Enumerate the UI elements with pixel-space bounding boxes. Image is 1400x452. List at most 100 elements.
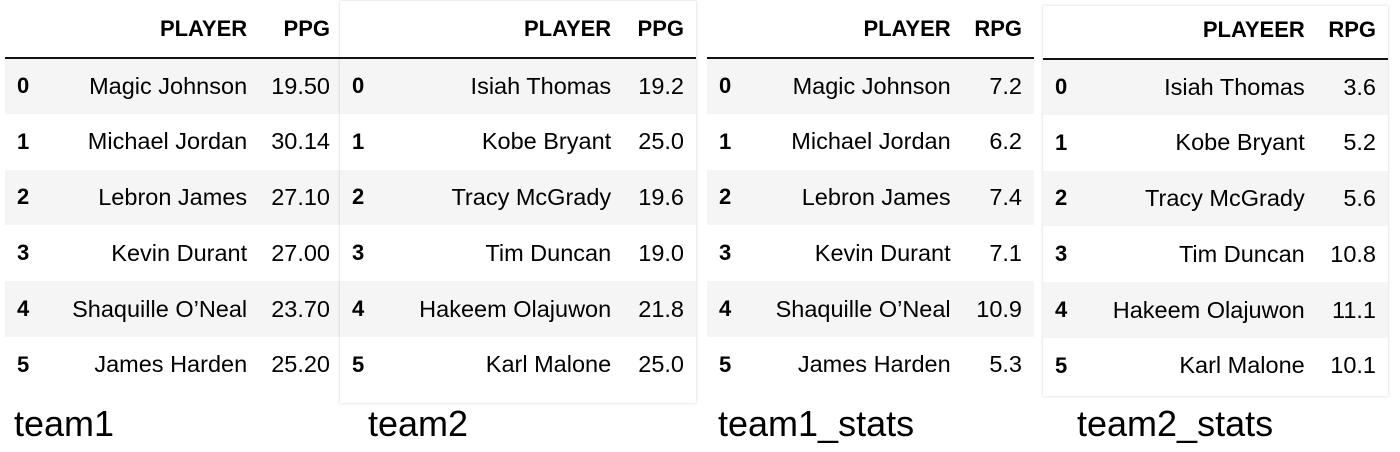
value-cell: 25.20	[271, 351, 330, 378]
row-index: 2	[1055, 185, 1068, 211]
table-header-row: PLAYER PPG	[340, 1, 696, 59]
dataframe-table-team2: PLAYER PPG 0 Isiah Thomas 19.2 1 Kobe Br…	[340, 1, 696, 393]
table-row: 2 Tracy McGrady 19.6	[340, 169, 696, 226]
player-cell: Lebron James	[801, 183, 951, 210]
row-index: 3	[719, 240, 732, 266]
row-index: 5	[17, 351, 30, 377]
player-cell: Lebron James	[98, 183, 248, 210]
table-header-row: PLAYER RPG	[707, 1, 1034, 59]
value-cell: 5.2	[1343, 129, 1376, 156]
value-cell: 19.2	[638, 72, 684, 99]
player-cell: Shaquille O’Neal	[72, 295, 248, 322]
player-cell: James Harden	[94, 351, 248, 378]
table-row: 2 Lebron James 27.10	[5, 169, 342, 226]
column-header-value: RPG	[1316, 2, 1388, 60]
value-cell: 30.14	[271, 128, 330, 155]
column-header-player: PLAYER	[753, 1, 963, 59]
row-index: 3	[17, 240, 30, 266]
row-index: 1	[17, 128, 30, 154]
player-cell: Magic Johnson	[89, 72, 248, 99]
player-cell: Hakeem Olajuwon	[1112, 296, 1305, 323]
table-caption-team1: team1	[14, 403, 115, 444]
column-header-value: PPG	[623, 1, 696, 59]
player-cell: Karl Malone	[1179, 352, 1305, 379]
dataframe-table-team2-stats: PLAYEER RPG 0 Isiah Thomas 3.6 1 Kobe Br…	[1043, 2, 1388, 394]
value-cell: 23.70	[271, 295, 330, 322]
row-index: 0	[1055, 74, 1068, 100]
table-panel-team2: PLAYER PPG 0 Isiah Thomas 19.2 1 Kobe Br…	[340, 1, 696, 403]
value-cell: 19.50	[271, 72, 330, 99]
player-cell: Michael Jordan	[87, 128, 248, 155]
table-row: 1 Kobe Bryant 5.2	[1043, 115, 1388, 171]
table-header-row: PLAYER PPG	[5, 1, 342, 59]
player-cell: Hakeem Olajuwon	[419, 295, 612, 322]
column-header-player: PLAYEER	[1089, 2, 1317, 60]
table-row: 5 Karl Malone 25.0	[340, 337, 696, 393]
value-cell: 5.6	[1343, 184, 1376, 211]
column-header-value: RPG	[962, 1, 1034, 59]
value-cell: 25.0	[638, 351, 684, 378]
index-header	[340, 1, 386, 59]
table-row: 5 James Harden 25.20	[5, 337, 342, 393]
player-cell: Michael Jordan	[791, 128, 951, 155]
row-index: 2	[17, 184, 30, 210]
table-row: 1 Michael Jordan 6.2	[707, 114, 1034, 170]
table-caption-team1-stats: team1_stats	[718, 403, 915, 444]
row-index: 1	[1055, 129, 1068, 155]
value-cell: 21.8	[638, 295, 684, 322]
row-index: 4	[1055, 297, 1068, 323]
table-row: 1 Kobe Bryant 25.0	[340, 114, 696, 170]
table-header-row: PLAYEER RPG	[1043, 2, 1388, 60]
value-cell: 7.4	[989, 183, 1022, 210]
table-row: 5 Karl Malone 10.1	[1043, 338, 1388, 394]
value-cell: 7.1	[989, 239, 1022, 266]
row-index: 0	[352, 73, 365, 99]
row-index: 2	[719, 184, 732, 210]
value-cell: 5.3	[989, 351, 1022, 378]
table-row: 4 Hakeem Olajuwon 21.8	[340, 281, 696, 337]
table-row: 2 Lebron James 7.4	[707, 169, 1034, 226]
table-caption-team2: team2	[368, 403, 469, 444]
row-index: 5	[352, 351, 365, 377]
value-cell: 25.0	[638, 128, 684, 155]
player-cell: Isiah Thomas	[1164, 73, 1305, 100]
table-row: 5 James Harden 5.3	[707, 337, 1034, 393]
dataframe-table-team1: PLAYER PPG 0 Magic Johnson 19.50 1 Micha…	[5, 1, 342, 393]
value-cell: 11.1	[1332, 296, 1376, 323]
player-cell: Shaquille O’Neal	[775, 295, 951, 322]
value-cell: 27.00	[271, 239, 330, 266]
value-cell: 6.2	[989, 128, 1022, 155]
player-cell: Magic Johnson	[792, 72, 951, 99]
table-caption-team2-stats: team2_stats	[1077, 403, 1274, 444]
row-index: 3	[1055, 241, 1068, 267]
table-panel-team2-stats: PLAYEER RPG 0 Isiah Thomas 3.6 1 Kobe Br…	[1043, 2, 1388, 396]
index-header	[5, 1, 51, 59]
row-index: 5	[1055, 352, 1068, 378]
table-row: 0 Isiah Thomas 3.6	[1043, 59, 1388, 115]
table-row: 4 Shaquille O’Neal 10.9	[707, 281, 1034, 337]
table-panel-team1: PLAYER PPG 0 Magic Johnson 19.50 1 Micha…	[5, 1, 342, 393]
value-cell: 19.6	[638, 183, 684, 210]
player-cell: Kevin Durant	[111, 239, 248, 266]
value-cell: 27.10	[271, 183, 330, 210]
table-panel-team1-stats: PLAYER RPG 0 Magic Johnson 7.2 1 Michael…	[707, 1, 1034, 393]
column-header-value: PPG	[259, 1, 342, 59]
value-cell: 10.9	[976, 295, 1022, 322]
player-cell: Tim Duncan	[485, 239, 612, 266]
player-cell: Tracy McGrady	[451, 183, 612, 210]
table-row: 0 Magic Johnson 19.50	[5, 58, 342, 114]
table-row: 4 Shaquille O’Neal 23.70	[5, 281, 342, 337]
row-index: 0	[719, 73, 732, 99]
value-cell: 10.8	[1330, 240, 1376, 267]
table-row: 3 Tim Duncan 19.0	[340, 225, 696, 281]
table-row: 3 Kevin Durant 27.00	[5, 225, 342, 281]
player-cell: Karl Malone	[485, 351, 612, 378]
row-index: 1	[352, 128, 365, 154]
table-row: 1 Michael Jordan 30.14	[5, 114, 342, 170]
row-index: 5	[719, 351, 732, 377]
row-index: 4	[17, 296, 30, 322]
row-index: 4	[352, 296, 365, 322]
row-index: 1	[719, 128, 732, 154]
row-index: 0	[17, 73, 30, 99]
player-cell: Isiah Thomas	[470, 72, 612, 99]
